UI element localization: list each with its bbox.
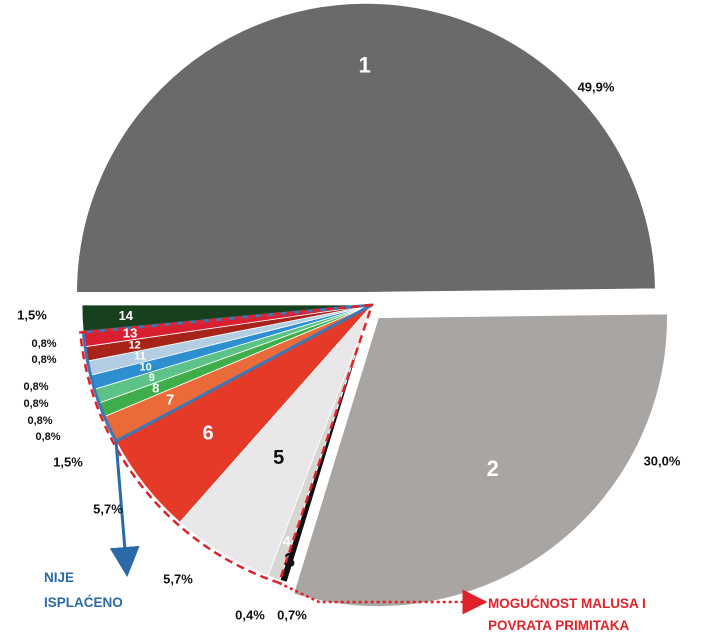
slice-number-13: 13 — [123, 325, 137, 340]
overlay-layer — [78, 303, 488, 615]
nije-isplaceno-outline — [81, 303, 373, 444]
nije-isplaceno-line-1: NIJE — [44, 570, 74, 585]
slice-number-3: 3 — [284, 550, 295, 572]
value-label-layer: 49,9% 30,0% 0,4% 0,7% 5,7% 5,7% 1,5% 0,8% 0,8% 0,… — [17, 79, 681, 622]
value-label-13: 0,8% — [31, 338, 56, 350]
value-label-4: 0,7% — [277, 607, 307, 622]
value-label-14: 1,5% — [17, 307, 47, 322]
value-label-10: 0,8% — [23, 398, 48, 410]
slice-number-9: 9 — [149, 372, 155, 384]
malus-outline — [78, 303, 374, 585]
mogucnost-malusa-line-2: POVRATA PRIMITAKA — [488, 618, 629, 633]
nije-isplaceno-line-2: ISPLAĆENO — [44, 595, 123, 610]
slice-number-2: 2 — [487, 456, 499, 481]
slice-number-14: 14 — [119, 308, 134, 323]
value-label-6: 5,7% — [93, 501, 123, 516]
value-label-11: 0,8% — [23, 381, 48, 393]
value-label-2: 30,0% — [644, 453, 681, 468]
slice-number-8: 8 — [152, 380, 159, 395]
slice-number-1: 1 — [358, 53, 370, 78]
slice-number-7: 7 — [166, 391, 174, 408]
mogucnost-malusa-annotation: MOGUĆNOST MALUSA I POVRATA PRIMITAKA — [488, 596, 646, 633]
slice-number-6: 6 — [203, 423, 214, 445]
value-label-9: 0,8% — [27, 415, 52, 427]
value-label-3: 0,4% — [235, 607, 265, 622]
slice-number-10: 10 — [139, 362, 151, 374]
slice-number-12: 12 — [129, 340, 141, 352]
value-label-5: 5,7% — [163, 571, 193, 586]
nije-isplaceno-arrow — [109, 441, 140, 577]
pie-slice-2 — [291, 312, 669, 608]
slice-number-11: 11 — [134, 351, 146, 363]
value-label-1: 49,9% — [578, 79, 615, 94]
value-label-12: 0,8% — [31, 354, 56, 366]
malus-arrow — [278, 581, 488, 615]
slice-number-4: 4 — [283, 533, 291, 549]
nije-isplaceno-annotation: NIJE ISPLAĆENO — [44, 570, 123, 610]
mogucnost-malusa-line-1: MOGUĆNOST MALUSA I — [488, 596, 646, 611]
value-label-7: 1,5% — [53, 454, 83, 469]
value-label-8: 0,8% — [35, 431, 60, 443]
slice-number-5: 5 — [273, 447, 284, 469]
pie-slice-1 — [74, 1, 657, 294]
